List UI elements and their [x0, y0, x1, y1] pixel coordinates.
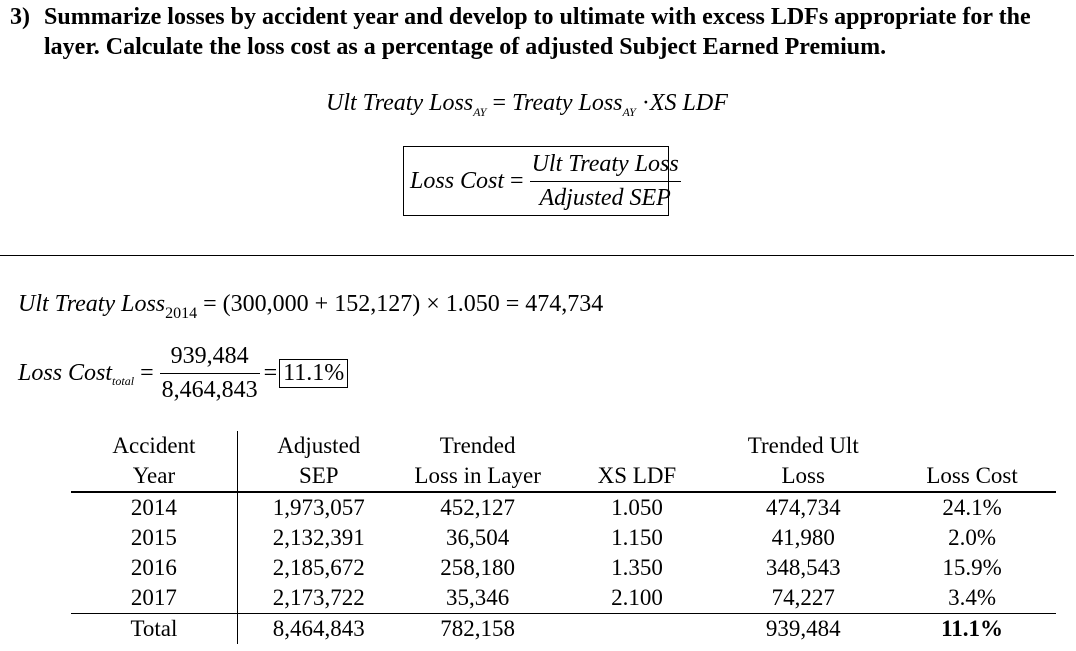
cell-loss-cost: 24.1% — [942, 495, 1002, 520]
table-header-row: Year SEP Loss in Layer XS LDF Loss Loss … — [71, 461, 1056, 493]
cell-total-loss-cost: 11.1% — [888, 613, 1056, 644]
cell-year: 2014 — [71, 492, 238, 523]
formula-rhs: Treaty Loss — [512, 90, 623, 116]
calc-lc-subscript: total — [112, 374, 135, 388]
header-trended-ult: Trended Ult — [747, 433, 859, 458]
calc-lc-equals-2: = — [263, 360, 278, 386]
calc-lc-equals: = — [140, 360, 154, 386]
cell-trended-ult-loss: 348,543 — [765, 555, 841, 580]
loss-cost-formula-box: Loss Cost = Ult Treaty Loss Adjusted SEP — [403, 146, 681, 216]
cell-sep: 1,973,057 — [272, 495, 365, 520]
cell-year: 2016 — [71, 553, 238, 583]
table-row: 2017 2,173,722 35,346 2.100 74,227 3.4% — [71, 583, 1056, 614]
loss-cost-fraction: Ult Treaty Loss Adjusted SEP — [529, 151, 681, 212]
question-line-1: Summarize losses by accident year and de… — [44, 4, 1031, 30]
calc-ult-expression: = (300,000 + 152,127) × 1.050 = 474,734 — [203, 291, 604, 317]
question-line-2: layer. Calculate the loss cost as a perc… — [44, 34, 887, 60]
cell-loss-cost: 3.4% — [948, 585, 997, 610]
cell-xs-ldf: 1.150 — [611, 525, 663, 550]
cell-trended-ult-loss: 74,227 — [771, 585, 835, 610]
formula-lhs: Ult Treaty Loss — [326, 90, 474, 116]
loss-summary-table: Accident Adjusted Trended Trended Ult Ye… — [71, 431, 1056, 644]
cell-sep: 2,173,722 — [272, 585, 365, 610]
cell-year: 2015 — [71, 523, 238, 553]
table-row: 2015 2,132,391 36,504 1.150 41,980 2.0% — [71, 523, 1056, 553]
header-blank-2 — [888, 431, 1056, 461]
cell-sep: 2,185,672 — [272, 555, 365, 580]
cell-year: 2017 — [71, 583, 238, 614]
question-heading: 3) Summarize losses by accident year and … — [10, 2, 1031, 62]
table-row: 2016 2,185,672 258,180 1.350 348,543 15.… — [71, 553, 1056, 583]
calc-ult-lhs: Ult Treaty Loss — [18, 291, 166, 317]
cell-xs-ldf: 1.050 — [611, 495, 663, 520]
calc-lc-lhs: Loss Cost — [18, 360, 113, 386]
cell-trended-loss: 35,346 — [446, 585, 510, 610]
loss-cost-denominator: Adjusted SEP — [539, 184, 671, 211]
table-header-row: Accident Adjusted Trended Trended Ult — [71, 431, 1056, 461]
table-total-row: Total 8,464,843 782,158 939,484 11.1% — [71, 613, 1056, 644]
cell-total-trended-loss: 782,158 — [399, 613, 556, 644]
header-adjusted: Adjusted — [277, 433, 361, 458]
calc-ult-treaty-loss-2014: Ult Treaty Loss2014 = (300,000 + 152,127… — [18, 291, 604, 322]
formula-rhs-subscript: AY — [622, 105, 636, 119]
question-number: 3) — [10, 4, 30, 30]
cell-trended-loss: 36,504 — [446, 525, 510, 550]
loss-cost-equals: = — [510, 167, 524, 194]
cell-xs-ldf: 2.100 — [611, 585, 663, 610]
loss-cost-result-box: 11.1% — [279, 359, 349, 388]
calc-ult-subscript: 2014 — [165, 305, 198, 322]
formula-equals: = — [492, 90, 507, 116]
header-sep: SEP — [237, 461, 400, 493]
cell-loss-cost: 2.0% — [948, 525, 997, 550]
cell-total-xs-ldf — [555, 613, 719, 644]
cell-loss-cost: 15.9% — [942, 555, 1002, 580]
calc-loss-cost-total: Loss Cost total = 939,484 8,464,843 = 11.… — [18, 343, 349, 404]
loss-cost-numerator: Ult Treaty Loss — [529, 151, 681, 182]
header-xs-ldf: XS LDF — [555, 461, 719, 493]
cell-sep: 2,132,391 — [272, 525, 365, 550]
header-loss-cost: Loss Cost — [888, 461, 1056, 493]
header-trended: Trended — [439, 433, 516, 458]
formula-rhs-ldf: XS LDF — [649, 90, 728, 116]
calc-lc-numerator: 939,484 — [159, 343, 260, 374]
cell-trended-ult-loss: 474,734 — [765, 495, 841, 520]
header-blank — [556, 431, 719, 461]
header-loss: Loss — [718, 461, 889, 493]
cell-trended-loss: 258,180 — [440, 555, 515, 580]
cell-total-label: Total — [71, 613, 238, 644]
cell-trended-loss: 452,127 — [440, 495, 515, 520]
formula-lhs-subscript: AY — [473, 105, 487, 119]
cell-trended-ult-loss: 41,980 — [771, 525, 835, 550]
header-accident: Accident — [71, 431, 238, 461]
calc-lc-fraction: 939,484 8,464,843 — [159, 343, 260, 404]
formula-dot: · — [641, 90, 650, 116]
header-loss-in-layer: Loss in Layer — [399, 461, 556, 493]
cell-xs-ldf: 1.350 — [611, 555, 663, 580]
calc-lc-denominator: 8,464,843 — [161, 377, 258, 403]
table-row: 2014 1,973,057 452,127 1.050 474,734 24.… — [71, 492, 1056, 523]
header-year: Year — [71, 461, 238, 493]
cell-total-ult-loss: 939,484 — [718, 613, 889, 644]
cell-total-sep: 8,464,843 — [237, 613, 400, 644]
loss-cost-lhs: Loss Cost — [410, 167, 505, 194]
section-divider — [0, 255, 1074, 256]
ult-treaty-loss-formula: Ult Treaty LossAY = Treaty LossAY ·XS LD… — [326, 90, 728, 119]
